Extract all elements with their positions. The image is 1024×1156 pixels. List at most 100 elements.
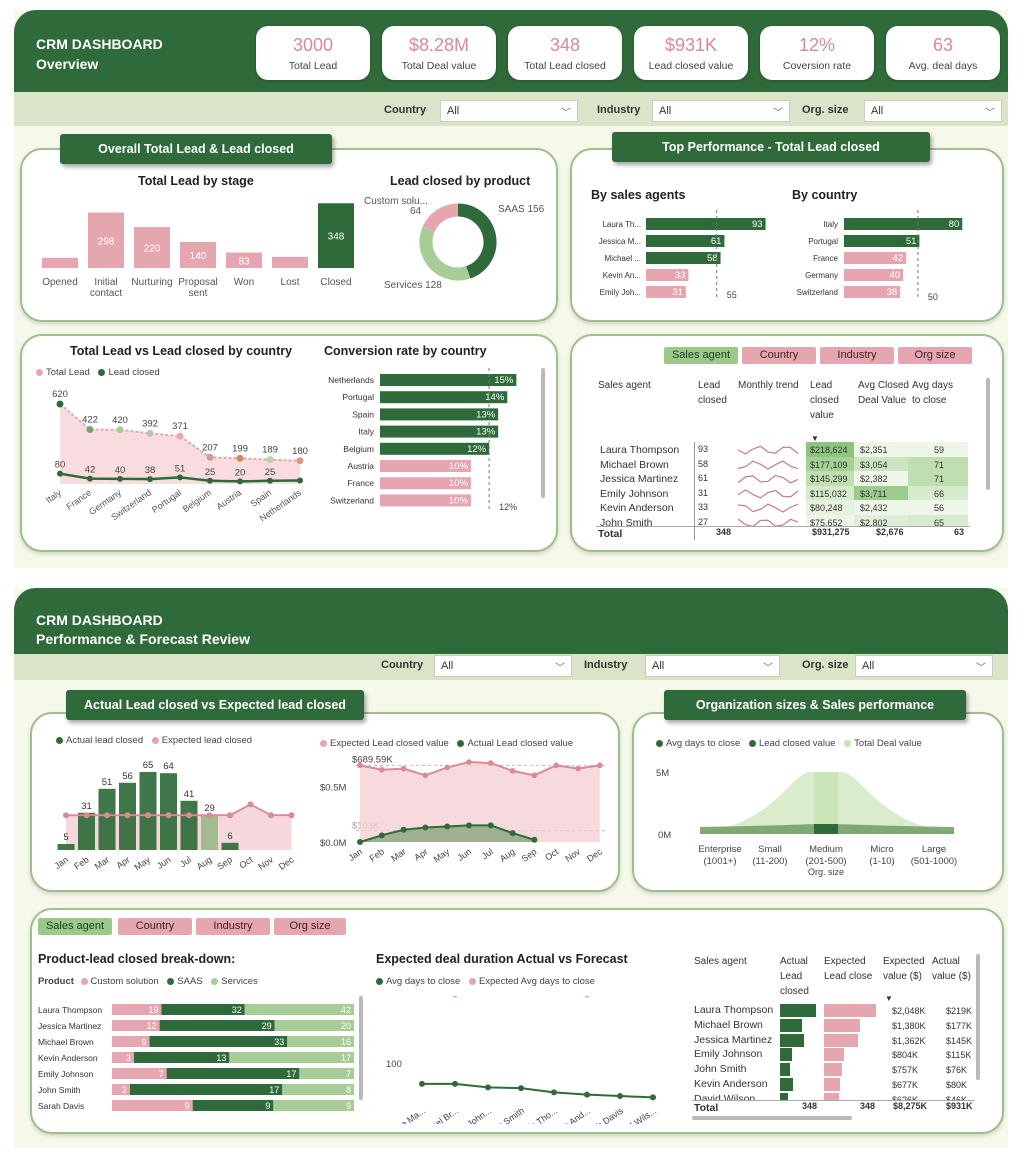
bar-category-label: Netherlands	[328, 375, 374, 385]
expected-value-point	[466, 759, 472, 765]
filter-select-industry[interactable]: All ﹀	[652, 100, 790, 122]
tab-sales-agent[interactable]: Sales agent	[664, 347, 738, 364]
agent-table-scrollbar[interactable]	[986, 378, 990, 490]
actual-bar-jul	[180, 800, 198, 850]
actual-value-label: 6	[227, 831, 232, 842]
actual-closed-databar	[780, 1048, 792, 1062]
stage-bar-lost	[272, 256, 308, 268]
bar-emily-joh	[646, 286, 686, 298]
actual-value-point	[422, 824, 429, 831]
bar-switzerland	[380, 494, 471, 507]
table1-days: 71	[934, 459, 945, 470]
table1-body: Laura Thompson 93 $218,624 $2,351 59 Michael …	[596, 442, 970, 526]
breakdown-value-label: 9	[185, 1101, 190, 1111]
kpi-value: $931K	[664, 35, 718, 55]
bar-value-label: 80	[949, 219, 960, 230]
breakdown-segment-saas	[192, 1100, 274, 1111]
legend-avg-days: Avg days to close	[656, 738, 740, 749]
table2-exp-value: $1,362K	[892, 1035, 926, 1046]
actual-closed-databar	[780, 1092, 788, 1100]
filter-select-country[interactable]: All ﹀	[434, 655, 572, 677]
conv-scrollbar[interactable]	[541, 368, 545, 498]
expected-value-point	[553, 762, 559, 769]
filter-select-org-size[interactable]: All ﹀	[855, 655, 993, 677]
actual-days-point	[584, 1091, 590, 1098]
lead-closed-value: 40	[115, 465, 126, 476]
sort-desc-icon[interactable]: ▼	[885, 994, 893, 1003]
breakdown-value-label: 17	[269, 1085, 279, 1095]
month-axis-label: Jan	[347, 846, 365, 863]
actual-expected-chart: 5 Jan 31 Feb 51 Mar 56 Apr 65 May 64 Jun 41 Jul 29 Aug 6…	[53, 760, 297, 872]
tab-industry[interactable]: Industry	[196, 918, 270, 935]
tab-sales-agent[interactable]: Sales agent	[38, 918, 112, 935]
bar-value-label: 61	[711, 236, 722, 247]
tab-org-size[interactable]: Org size	[898, 347, 972, 364]
table1-total-avg: $2,676	[876, 527, 904, 537]
stage-bar-proposal-sent	[180, 241, 216, 268]
table1-days: 65	[934, 518, 945, 526]
table2-agent: Michael Brown	[694, 1018, 763, 1031]
bar-france	[380, 477, 471, 490]
table2-agent: John Smith	[694, 1063, 747, 1076]
donut-label-custom: Custom solu...	[364, 196, 428, 207]
actual-value-point	[531, 836, 538, 843]
chevron-down-icon[interactable]: ﹀	[555, 663, 565, 674]
table1-header-sales-agent: Sales agent	[598, 380, 651, 391]
country-chart-title: By country	[792, 188, 858, 202]
chevron-down-icon[interactable]: ﹀	[773, 108, 783, 119]
chevron-down-icon[interactable]: ﹀	[561, 108, 571, 119]
dash1-subtitle: Overview	[36, 56, 99, 72]
cell-bg	[908, 485, 968, 501]
breakdown-value-label: 17	[286, 1069, 296, 1079]
chevron-down-icon[interactable]: ﹀	[763, 663, 773, 674]
bar-category-label: Laura Th...	[602, 220, 641, 229]
total-lead-value: 371	[172, 421, 188, 432]
month-axis-label: Sep	[215, 854, 234, 871]
cell-bg	[908, 500, 968, 516]
stage-category-label: Closed	[320, 277, 351, 288]
month-axis-label: Dec	[585, 846, 604, 864]
sort-desc-icon[interactable]: ▼	[811, 434, 819, 443]
country-axis-label: Spain	[249, 487, 274, 508]
chevron-down-icon[interactable]: ﹀	[976, 663, 986, 674]
expected-table-scrollbar[interactable]	[976, 954, 980, 1080]
tab-industry[interactable]: Industry	[820, 347, 894, 364]
agents-bar-chart: Laura Th... 93 Jessica M... 61 Michael ... 58…	[599, 210, 766, 300]
dash2-subtitle: Performance & Forecast Review	[36, 631, 250, 647]
table2-header-expected-value: Expected value ($)	[883, 956, 925, 982]
table1-total-days: 63	[954, 527, 965, 537]
tab-country[interactable]: Country	[742, 347, 816, 364]
tlvlc-chart-title: Total Lead vs Lead closed by country	[70, 344, 293, 358]
total-lead-value: 620	[52, 389, 68, 400]
bar-value-label: 13%	[476, 427, 496, 438]
tab-org-size[interactable]: Org size	[274, 918, 346, 935]
cell-bg	[806, 500, 854, 516]
filter-select-country[interactable]: All ﹀	[440, 100, 578, 122]
filter-select-org-size[interactable]: All ﹀	[864, 100, 1002, 122]
legend-lead-closed: Lead closed	[98, 367, 160, 378]
bar-value-label: 14%	[485, 392, 505, 403]
table1-days: 66	[934, 488, 945, 499]
legend-closed-value: Lead closed value	[748, 738, 836, 749]
expected-value-point	[531, 772, 538, 779]
legend-services: Services	[211, 976, 258, 987]
tab-country[interactable]: Country	[118, 918, 192, 935]
expected-point	[63, 812, 69, 819]
total-lead-point	[56, 400, 64, 408]
breakdown-value-label: 3	[126, 1053, 131, 1063]
stage-value-label: 220	[144, 244, 161, 255]
countries-bar-chart: Italy 80 Portugal 51 France 42 Germany 40 Switze…	[797, 210, 963, 302]
cell-bg	[854, 442, 908, 457]
month-axis-label: Jun	[456, 846, 474, 863]
table1-header-avg-days-to-close: Avg days to close	[912, 380, 953, 406]
actual-value-point	[487, 822, 494, 829]
table2-exp-value: $677K	[892, 1080, 919, 1090]
bar-italy	[380, 425, 499, 438]
actual-value-label: 41	[184, 789, 195, 800]
breakdown-scrollbar[interactable]	[359, 996, 363, 1100]
lead-closed-point	[297, 477, 303, 484]
table2-hscrollbar[interactable]	[692, 1116, 852, 1120]
filter-select-industry[interactable]: All ﹀	[645, 655, 780, 677]
chevron-down-icon[interactable]: ﹀	[985, 108, 995, 119]
